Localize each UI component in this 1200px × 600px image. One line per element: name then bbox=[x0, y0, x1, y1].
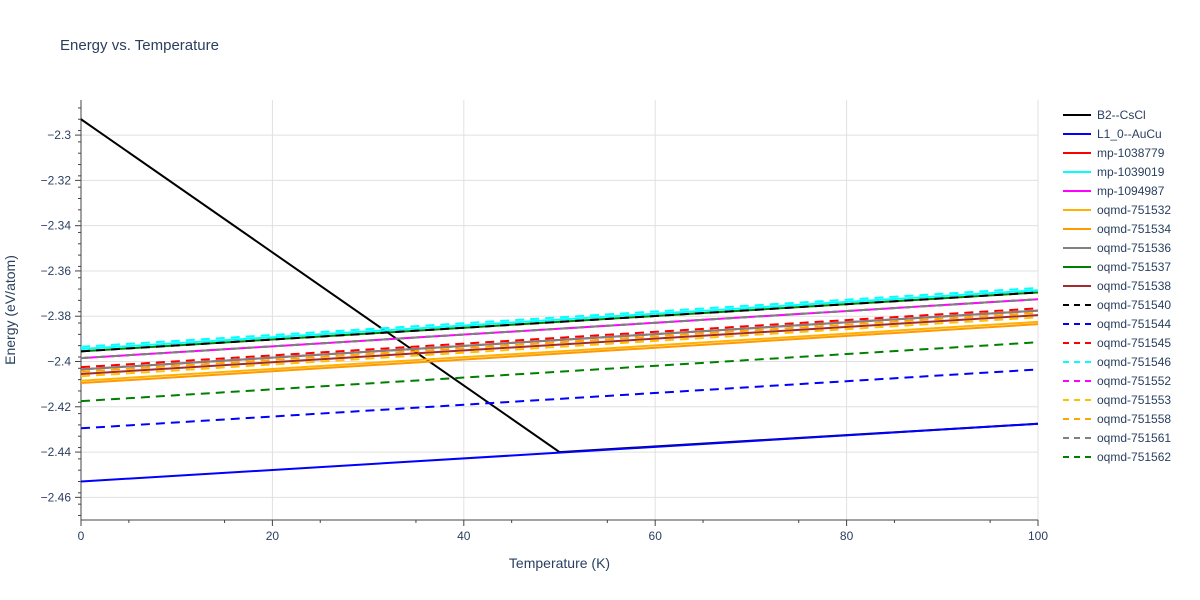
legend-label[interactable]: oqmd-751538 bbox=[1097, 279, 1171, 293]
series-line-oqmd-751545 bbox=[80, 307, 1039, 369]
y-tick-label: −2.4 bbox=[47, 355, 71, 369]
legend-label[interactable]: mp-1094987 bbox=[1097, 184, 1165, 198]
x-tick-label: 0 bbox=[78, 529, 85, 543]
series-line-oqmd-751546 bbox=[80, 286, 1039, 348]
axes bbox=[80, 100, 1038, 521]
grid bbox=[81, 100, 1039, 520]
legend-label[interactable]: oqmd-751540 bbox=[1097, 298, 1171, 312]
series-line-B2--CsCl bbox=[80, 118, 1039, 454]
y-tick-label: −2.34 bbox=[41, 219, 72, 233]
legend-label[interactable]: oqmd-751545 bbox=[1097, 336, 1171, 350]
legend-label[interactable]: mp-1039019 bbox=[1097, 165, 1165, 179]
legend-label[interactable]: L1_0--AuCu bbox=[1097, 127, 1162, 141]
y-tick-label: −2.44 bbox=[41, 445, 72, 459]
legend-label[interactable]: oqmd-751553 bbox=[1097, 393, 1171, 407]
legend-label[interactable]: oqmd-751537 bbox=[1097, 260, 1171, 274]
chart-title: Energy vs. Temperature bbox=[60, 37, 219, 54]
y-tick-label: −2.46 bbox=[41, 490, 72, 504]
series-line-oqmd-751562 bbox=[80, 341, 1039, 403]
y-axis-title: Energy (eV/atom) bbox=[2, 255, 18, 365]
y-tick-label: −2.32 bbox=[41, 173, 72, 187]
y-tick-label: −2.38 bbox=[41, 309, 72, 323]
y-tick-label: −2.42 bbox=[41, 400, 72, 414]
legend-label[interactable]: oqmd-751546 bbox=[1097, 355, 1171, 369]
x-tick-label: 20 bbox=[266, 529, 280, 543]
series-line-oqmd-751544 bbox=[80, 368, 1039, 430]
legend-label[interactable]: oqmd-751561 bbox=[1097, 431, 1171, 445]
series-line-oqmd-751558 bbox=[80, 311, 1039, 373]
series-line-L1_0--AuCu bbox=[80, 422, 1039, 483]
series-line-oqmd-751553 bbox=[80, 316, 1039, 378]
y-tick-label: −2.3 bbox=[47, 128, 71, 142]
x-tick-label: 80 bbox=[840, 529, 854, 543]
series-line-oqmd-751538 bbox=[80, 314, 1039, 375]
x-tick-label: 40 bbox=[457, 529, 471, 543]
legend-label[interactable]: B2--CsCl bbox=[1097, 108, 1146, 122]
legend-label[interactable]: oqmd-751558 bbox=[1097, 412, 1171, 426]
legend-label[interactable]: oqmd-751536 bbox=[1097, 241, 1171, 255]
x-tick-label: 100 bbox=[1028, 529, 1048, 543]
legend-label[interactable]: oqmd-751534 bbox=[1097, 222, 1171, 236]
series-line-oqmd-751536 bbox=[80, 309, 1039, 371]
series-line-oqmd-751561 bbox=[80, 298, 1039, 360]
x-axis-title: Temperature (K) bbox=[509, 555, 610, 571]
series-lines bbox=[80, 118, 1039, 483]
x-tick-label: 60 bbox=[649, 529, 663, 543]
legend: B2--CsCl L1_0--AuCu mp-1038779 mp-1039019 mp… bbox=[1063, 108, 1171, 464]
legend-label[interactable]: oqmd-751552 bbox=[1097, 374, 1171, 388]
legend-label[interactable]: oqmd-751544 bbox=[1097, 317, 1171, 331]
legend-label[interactable]: oqmd-751562 bbox=[1097, 450, 1171, 464]
series-line-mp-1039019 bbox=[80, 289, 1039, 351]
series-line-oqmd-751534 bbox=[80, 323, 1039, 385]
y-tick-label: −2.36 bbox=[41, 264, 72, 278]
series-line-oqmd-751532 bbox=[80, 320, 1039, 382]
series-line-oqmd-751540 bbox=[80, 291, 1039, 353]
legend-label[interactable]: mp-1038779 bbox=[1097, 146, 1165, 160]
ticks: 0 20 40 60 80 100 −2.46 −2.44 −2.42 −2.4 −2.38 −2.3… bbox=[41, 107, 1048, 543]
legend-label[interactable]: oqmd-751532 bbox=[1097, 203, 1171, 217]
